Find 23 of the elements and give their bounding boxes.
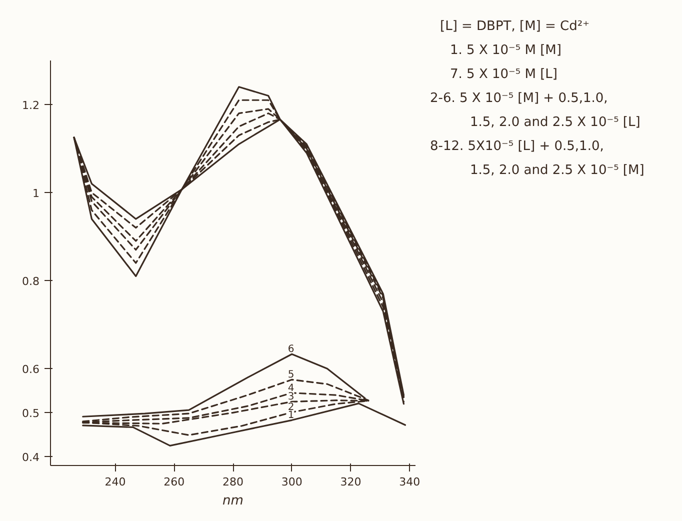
text: 8‑12. 5X10⁻⁵ [L] + 0.5,1.0, (430, 138, 605, 156)
text: 1.5, 2.0 and 2.5 X 10⁻⁵ [M] (470, 162, 644, 180)
y-tick-label: 0.5 (22, 407, 40, 420)
text: [L] = DBPT, [M] = Cd²⁺ (440, 18, 590, 36)
text: 1. 5 X 10⁻⁵ M [M] (450, 42, 562, 60)
y-tick-label: 0.4 (22, 451, 40, 464)
x-tick-label: 340 (399, 476, 420, 488)
text: 2‑6. 5 X 10⁻⁵ [M] + 0.5,1.0, (430, 90, 609, 108)
x-axis-title: nm (222, 494, 244, 508)
series-label: 6 (288, 344, 294, 356)
text: 1.5, 2.0 and 2.5 X 10⁻⁵ [L] (470, 114, 642, 132)
y-tick-label: 1.2 (22, 99, 40, 112)
y-tick-label: 1 (32, 187, 40, 200)
x-tick-label: 280 (222, 476, 244, 488)
x-tick-label: 300 (281, 476, 302, 488)
text: 7. 5 X 10⁻⁵ M [L] (450, 66, 558, 84)
x-tick-label: 240 (104, 476, 126, 488)
y-tick-label: 0.6 (22, 363, 40, 376)
series-label: 3 (288, 392, 294, 403)
x-tick-label: 320 (340, 476, 362, 488)
y-tick-label: 0.8 (22, 275, 40, 288)
series-label: 5 (288, 370, 294, 381)
x-tick-label: 260 (164, 476, 185, 488)
